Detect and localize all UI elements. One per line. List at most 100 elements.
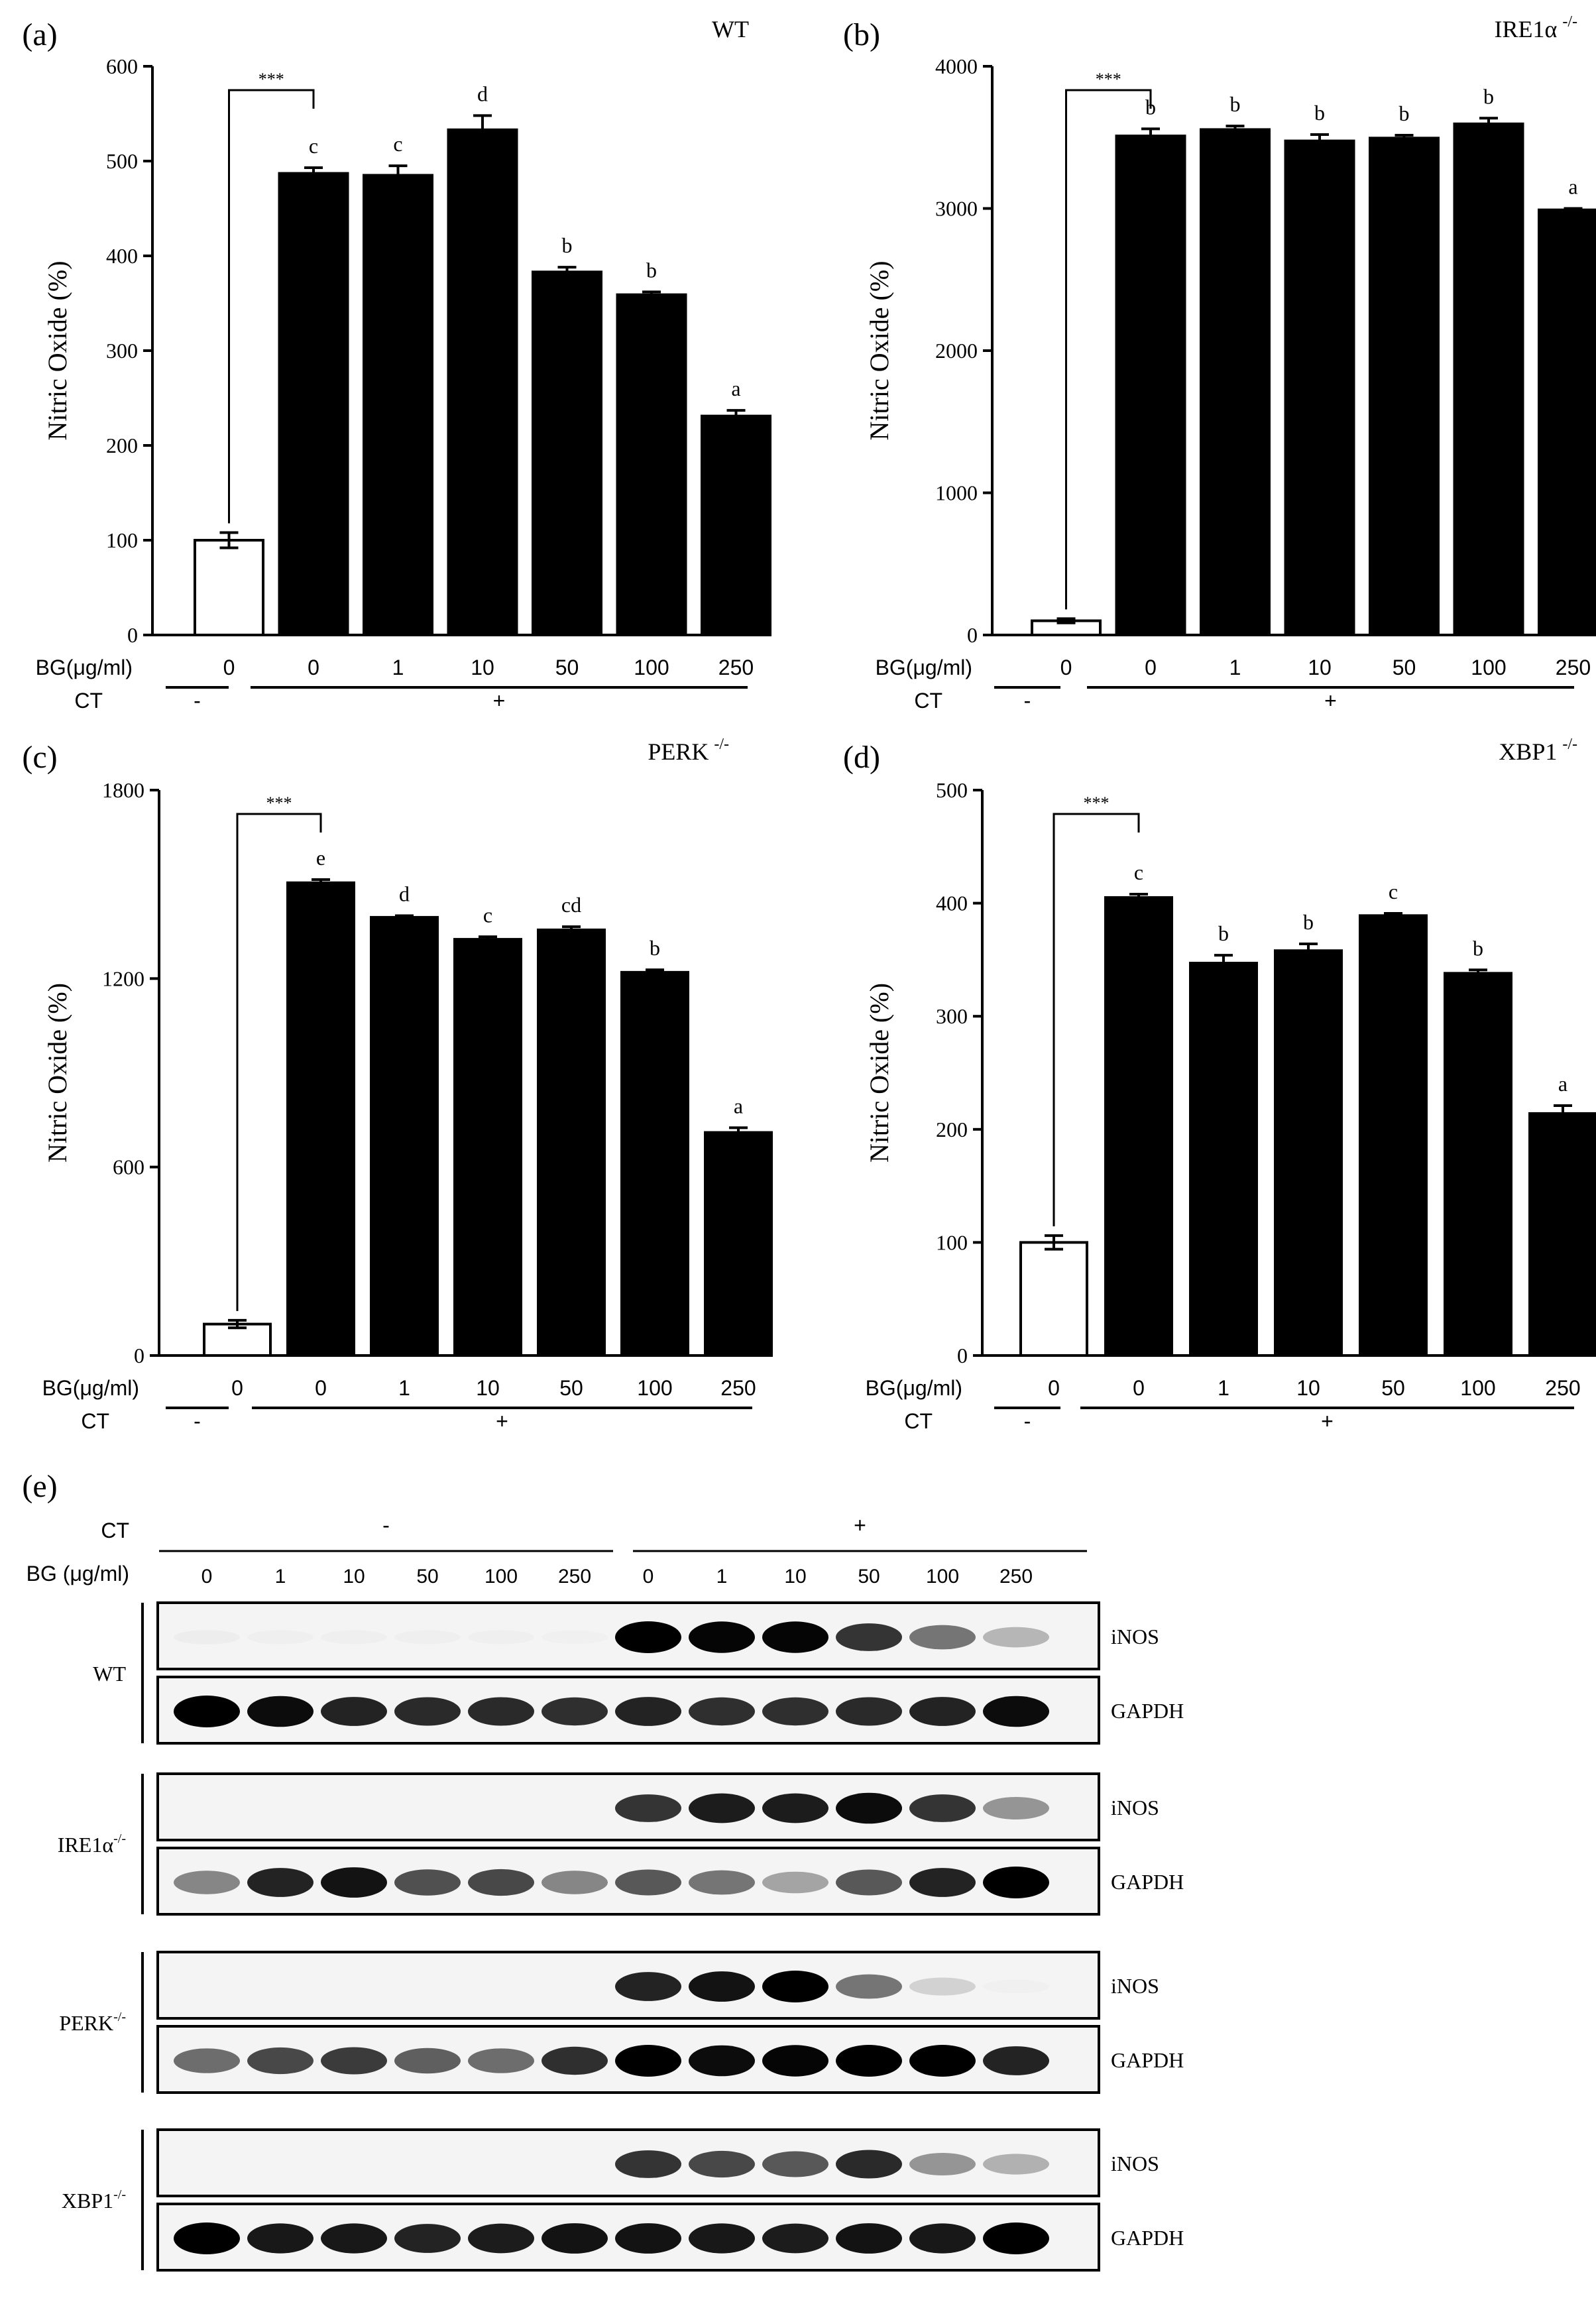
bar [1538,208,1596,636]
significance-letter: b [1483,84,1494,108]
chart-title: PERK -/- [648,736,729,765]
bar [701,414,771,636]
blot-band [615,2223,681,2254]
blot-band [762,1793,828,1823]
ct-sign: + [493,689,506,713]
y-tick-label: 1200 [102,966,144,990]
blot-band [762,1971,828,2002]
ct-sign: - [194,689,201,713]
significance-letter: c [393,132,402,156]
x-tick-label: 250 [718,656,754,679]
ct-sign: + [496,1409,508,1433]
bar [1189,962,1258,1357]
panel-label: (d) [843,740,880,775]
blot-band [615,1794,681,1822]
x-tick-label: 250 [1545,1376,1580,1400]
lane-label: 50 [858,1566,880,1587]
blot-band [836,1623,902,1651]
blot-group: WT iNOS GAPDH [93,1601,1184,1745]
y-tick-label: 100 [936,1230,968,1254]
ct-row-label: CT [914,689,942,713]
blot-group-label: WT [93,1662,126,1686]
blot-group: XBP1-/- iNOS GAPDH [62,2128,1184,2272]
bar [616,293,687,636]
significance-letter: c [483,903,492,927]
blot-band-label: iNOS [1111,1974,1159,1998]
chart-title-text: IRE1α [1494,16,1557,42]
x-tick-label: 100 [637,1376,672,1400]
blot-band [615,1869,681,1896]
y-axis-label: Nitric Oxide (%) [864,983,894,1163]
blot-band [542,1697,608,1726]
significance-bracket [1065,89,1152,610]
blot-band [615,2150,681,2178]
y-tick-label: 200 [936,1118,968,1141]
chart-title-superscript: -/- [714,736,729,753]
bar [278,172,349,636]
bar [532,270,602,636]
panel-label: (b) [843,17,880,52]
blot-band-label: iNOS [1111,1796,1159,1819]
blot-band [174,1871,240,1894]
lane-label: 50 [416,1566,438,1587]
blot-band [836,2045,902,2077]
lane-label: 1 [716,1566,728,1587]
significance-letter: b [1218,921,1229,945]
blot-band-label: GAPDH [1111,1870,1184,1894]
blot-band [689,1697,755,1726]
bar [194,539,264,636]
panel-label: (a) [22,17,57,52]
significance-letter: a [731,376,740,400]
significance-letter: b [1230,92,1241,116]
x-tick-label: 50 [1381,1376,1405,1400]
x-tick-label: 250 [1556,656,1591,679]
bar [1274,949,1343,1357]
ct-row-label: CT [904,1409,933,1433]
lane-label: 250 [558,1566,591,1587]
blot-band [321,1867,387,1898]
bar [1284,139,1355,637]
blot-band [983,1867,1049,1898]
chart-title-text: WT [712,16,749,42]
chart-title-text: XBP1 [1499,738,1557,765]
blot-band [542,2223,608,2254]
blot-band [983,1797,1049,1819]
y-tick-label: 600 [113,1155,144,1179]
x-tick-label: 0 [1048,1376,1060,1400]
y-tick-label: 1800 [102,778,144,802]
blot-band [468,2048,534,2073]
blot-band [983,1696,1049,1727]
lane-label: 100 [926,1566,959,1587]
x-tick-label: 10 [1296,1376,1320,1400]
blot-band [836,2223,902,2254]
significance-letter: b [1399,101,1410,125]
blot-band [615,1972,681,2001]
blot-group-label-text: IRE1α [58,1833,114,1857]
blot-band [689,1971,755,2002]
lane-label: 10 [784,1566,806,1587]
y-tick-label: 2000 [935,339,978,363]
blot-band [394,1697,461,1726]
y-tick-label: 300 [106,339,138,363]
blot-group-label: XBP1-/- [62,2187,126,2213]
blot-band [909,1794,976,1822]
blot-band [247,1630,314,1644]
blot-band [321,2223,387,2254]
blot-band [394,1869,461,1896]
blot-band [836,1869,902,1896]
bar [1444,972,1512,1357]
y-tick-label: 500 [106,149,138,173]
blot-group-label: IRE1α-/- [58,1831,126,1857]
bar [1453,122,1524,636]
significance-letter: c [1389,880,1398,903]
ct-sign: - [1024,1409,1031,1433]
blot-band [542,2046,608,2075]
x-tick-label: 0 [231,1376,243,1400]
blot-band [909,2153,976,2175]
blot-band [909,2223,976,2254]
bar [1019,1241,1088,1357]
blot-band [468,1697,534,1726]
blot-bg-label: BG (μg/ml) [27,1562,129,1586]
blot-group: PERK-/- iNOS GAPDH [59,1951,1184,2094]
x-tick-label: 1 [392,656,404,679]
